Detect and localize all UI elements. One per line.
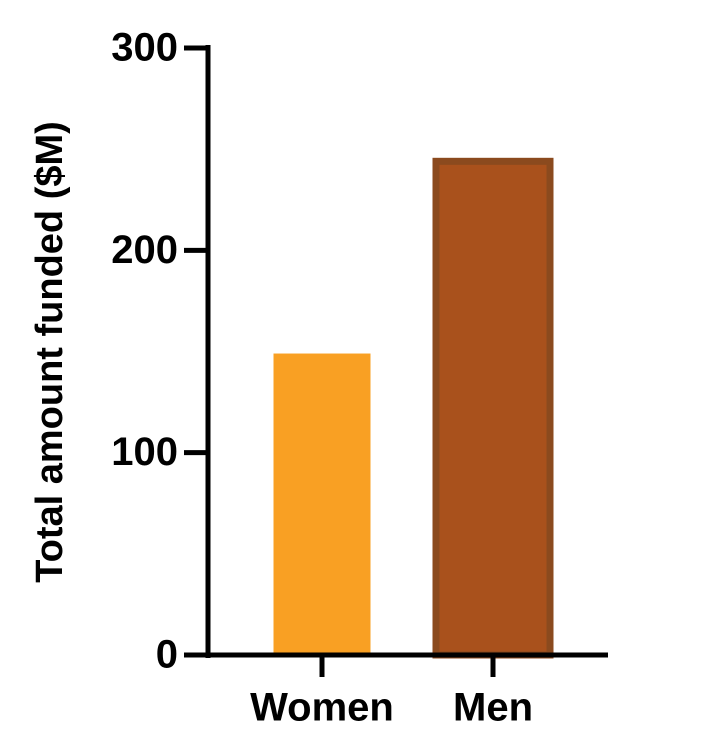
y-tick-label: 300 <box>111 26 178 70</box>
y-tick-label: 100 <box>111 430 178 474</box>
bar <box>432 157 554 659</box>
x-tick-label: Men <box>453 686 533 730</box>
y-tick-label: 0 <box>156 633 178 677</box>
x-tick-label: Women <box>250 686 394 730</box>
y-tick-label: 200 <box>111 228 178 272</box>
y-axis-title: Total amount funded ($M) <box>29 121 71 583</box>
bar <box>273 353 371 655</box>
